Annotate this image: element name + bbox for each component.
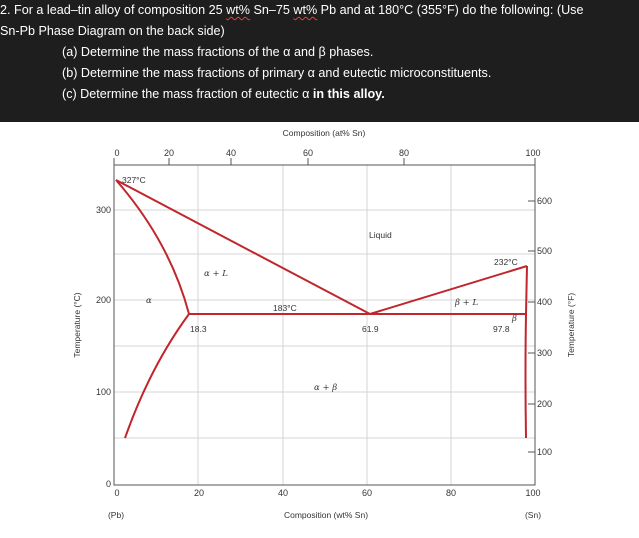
eutectic-composition-label: 61.9	[362, 324, 379, 334]
beta-region-label: β	[511, 314, 517, 324]
right-tick-label: 600	[537, 196, 552, 206]
phase-boundaries	[115, 179, 528, 439]
bottom-tick-label: 20	[194, 488, 204, 498]
alpha-composition-label: 18.3	[190, 324, 207, 334]
sn-label: (Sn)	[525, 510, 541, 520]
top-tick-label: 0	[114, 148, 119, 158]
top-tick-labels: 0 20 40 60 80 100	[114, 148, 540, 158]
pb-label: (Pb)	[108, 510, 124, 520]
plot-frame	[113, 164, 536, 486]
left-tick-label: 100	[96, 387, 111, 397]
bottom-tick-label: 60	[362, 488, 372, 498]
liquidus-left	[115, 179, 371, 315]
question-part-b: (b) Determine the mass fractions of prim…	[62, 66, 492, 80]
top-tick-label: 80	[399, 148, 409, 158]
diagram-background	[0, 122, 639, 538]
phase-diagram: Composition (at% Sn) 0 20 40 60 80 100 0…	[0, 122, 639, 538]
right-tick-labels: 100 200 300 400 500 600	[537, 196, 552, 457]
alpha-liquid-label: α + L	[204, 269, 228, 279]
solvus-alpha	[124, 313, 190, 439]
question-line-1: 2. For a lead–tin alloy of composition 2…	[0, 3, 584, 17]
left-tick-label: 0	[106, 479, 111, 489]
left-tick-label: 200	[96, 295, 111, 305]
top-axis-title: Composition (at% Sn)	[283, 128, 366, 138]
eutectic-temp-label: 183°C	[273, 303, 297, 313]
pb-melting-label: 327°C	[122, 175, 146, 185]
beta-liquid-label: β + L	[454, 298, 478, 308]
question-part-a: (a) Determine the mass fractions of the …	[62, 45, 374, 59]
top-tick-marks	[113, 158, 536, 165]
left-tick-labels: 0 100 200 300	[96, 205, 111, 489]
question-part-c: (c) Determine the mass fraction of eutec…	[62, 87, 385, 101]
bottom-axis-title: Composition (wt% Sn)	[284, 510, 368, 520]
top-tick-label: 60	[303, 148, 313, 158]
sn-melting-label: 232°C	[494, 257, 518, 267]
bottom-tick-label: 100	[525, 488, 540, 498]
right-axis-title: Temperature (°F)	[566, 293, 576, 358]
right-tick-marks	[528, 200, 535, 453]
question-text: 2. For a lead–tin alloy of composition 2…	[0, 0, 639, 105]
bottom-tick-labels: 0 20 40 60 80 100	[114, 488, 540, 498]
question-line-2: Sn-Pb Phase Diagram on the back side)	[0, 24, 225, 38]
bottom-tick-label: 80	[446, 488, 456, 498]
right-tick-label: 200	[537, 399, 552, 409]
top-tick-label: 40	[226, 148, 236, 158]
right-tick-label: 100	[537, 447, 552, 457]
right-tick-label: 300	[537, 348, 552, 358]
alpha-beta-label: α + β	[314, 383, 337, 393]
solidus-alpha	[115, 179, 190, 315]
left-axis-title: Temperature (°C)	[72, 292, 82, 357]
top-tick-label: 100	[525, 148, 540, 158]
bottom-tick-label: 0	[114, 488, 119, 498]
liquid-region-label: Liquid	[369, 230, 392, 240]
left-tick-label: 300	[96, 205, 111, 215]
solvus-beta	[524, 265, 528, 439]
right-tick-label: 500	[537, 246, 552, 256]
alpha-region-label: α	[146, 296, 152, 306]
diagram-labels: 327°C 232°C 183°C Liquid α + L β + L α +…	[122, 175, 518, 393]
liquidus-right	[369, 265, 528, 315]
bottom-tick-label: 40	[278, 488, 288, 498]
beta-composition-label: 97.8	[493, 324, 510, 334]
top-tick-label: 20	[164, 148, 174, 158]
right-tick-label: 400	[537, 297, 552, 307]
